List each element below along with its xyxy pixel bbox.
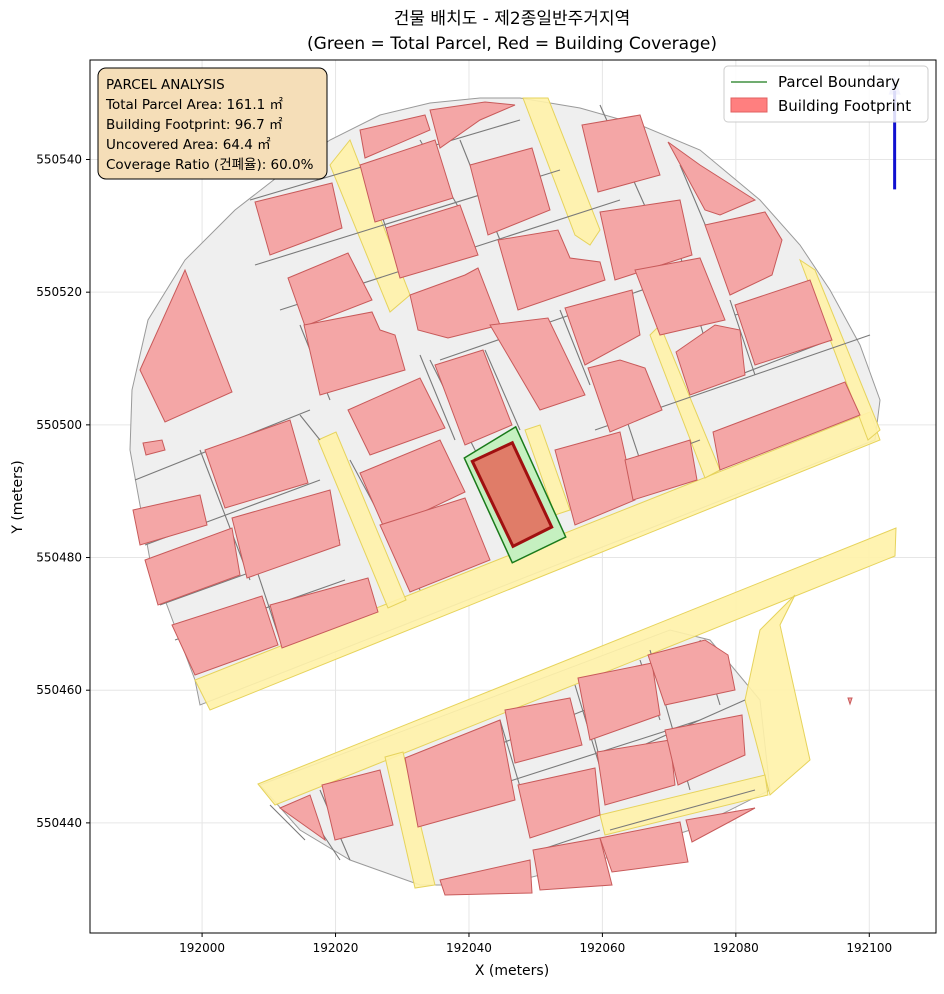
- building-footprint: [587, 359, 663, 433]
- building-footprint: [581, 114, 661, 193]
- y-tick-label: 550460: [36, 683, 82, 697]
- building-footprint: [254, 182, 343, 256]
- road-vertical-south-1: [384, 751, 436, 889]
- building-footprint: [269, 577, 379, 649]
- building-footprint: [504, 697, 583, 764]
- building-footprint: [497, 229, 606, 311]
- legend: Parcel Boundary Building Footprint: [723, 65, 929, 123]
- building-footprint: [132, 494, 208, 546]
- building-footprint: [517, 767, 601, 839]
- legend-label-building: Building Footprint: [778, 97, 911, 115]
- building-footprint: [359, 439, 466, 531]
- building-footprint: [469, 147, 551, 236]
- chart-title: 건물 배치도 - 제2종일반주거지역: [394, 9, 630, 29]
- road-south-connector: [599, 774, 769, 836]
- building-footprint: [385, 204, 479, 279]
- parcel-analysis-box: PARCEL ANALYSIS Total Parcel Area: 161.1…: [97, 67, 328, 180]
- road-main-diagonal-north: [194, 411, 881, 711]
- building-footprint: [664, 714, 746, 786]
- building-footprint: [439, 859, 533, 896]
- building-footprint: [532, 837, 613, 891]
- x-axis-ticks: 192000 192020 192040 192060 192080 192100: [179, 933, 892, 955]
- y-tick-label: 550520: [36, 285, 82, 299]
- building-footprint: [489, 317, 586, 411]
- x-tick-label: 192000: [179, 941, 225, 955]
- x-tick-label: 192040: [446, 941, 492, 955]
- road-vertical-mid-2: [524, 424, 571, 516]
- building-footprint: [287, 252, 373, 327]
- building-footprint: [554, 431, 636, 526]
- building-footprint: [231, 489, 341, 579]
- road-main-diagonal-south: [257, 527, 897, 806]
- building-footprint: [303, 311, 406, 396]
- building-footprint: [624, 439, 698, 501]
- building-footprint: [712, 381, 861, 471]
- building-footprint: [577, 662, 661, 741]
- building-footprint: [278, 794, 326, 842]
- info-heading: PARCEL ANALYSIS: [106, 77, 225, 93]
- x-tick-label: 192020: [313, 941, 359, 955]
- building-footprint: [347, 377, 446, 456]
- building-footprint: [704, 211, 783, 296]
- building-footprint: [434, 349, 513, 446]
- map-layer: [129, 76, 901, 896]
- info-building-footprint: Building Footprint: 96.7 ㎡: [106, 117, 283, 133]
- building-footprint: [321, 769, 394, 841]
- legend-frame: [723, 65, 929, 123]
- road-vertical-mid-1: [317, 431, 407, 609]
- y-tick-label: 550480: [36, 551, 82, 565]
- building-footprint: [599, 821, 689, 873]
- building-layer: [132, 101, 861, 896]
- building-footprint: [847, 697, 853, 706]
- info-coverage-ratio: Coverage Ratio (건폐율): 60.0%: [106, 157, 314, 173]
- legend-label-parcel: Parcel Boundary: [778, 73, 900, 91]
- building-footprint: [667, 141, 757, 216]
- building-footprint: [596, 739, 676, 806]
- x-tick-label: 192080: [713, 941, 759, 955]
- building-footprint: [144, 527, 241, 606]
- y-tick-label: 550500: [36, 418, 82, 432]
- building-footprint: [139, 268, 233, 423]
- building-footprint: [404, 719, 516, 828]
- building-footprint: [685, 807, 756, 843]
- building-footprint: [359, 114, 431, 159]
- building-footprint: [599, 199, 693, 281]
- building-footprint: [359, 139, 454, 223]
- chart-subtitle: (Green = Total Parcel, Red = Building Co…: [307, 34, 717, 54]
- building-footprint: [171, 595, 279, 676]
- building-footprint: [142, 439, 166, 456]
- building-footprint: [647, 639, 736, 706]
- info-box-background: [97, 67, 328, 180]
- y-tick-label: 550440: [36, 816, 82, 830]
- y-axis-label: Y (meters): [10, 460, 26, 534]
- building-footprint: [429, 101, 516, 149]
- road-vertical-east: [798, 258, 881, 441]
- building-footprint: [634, 257, 726, 336]
- x-tick-label: 192060: [579, 941, 625, 955]
- building-footprint: [204, 419, 309, 509]
- x-tick-label: 192100: [846, 941, 892, 955]
- axes-frame: [89, 59, 937, 934]
- road-layer: [194, 97, 897, 889]
- legend-swatch-building: [730, 97, 768, 113]
- building-footprint: [675, 324, 746, 396]
- building-footprint: [379, 497, 491, 593]
- x-axis-label: X (meters): [475, 963, 549, 979]
- y-axis-ticks: 550440 550460 550480 550500 550520 550540: [36, 153, 90, 830]
- road-vertical-north-2: [522, 97, 601, 246]
- building-footprint: [734, 279, 833, 366]
- building-footprint: [564, 289, 641, 366]
- info-uncovered-area: Uncovered Area: 64.4 ㎡: [106, 137, 271, 153]
- y-tick-label: 550540: [36, 153, 82, 167]
- target-building-footprint: [470, 440, 554, 549]
- info-total-area: Total Parcel Area: 161.1 ㎡: [105, 97, 283, 113]
